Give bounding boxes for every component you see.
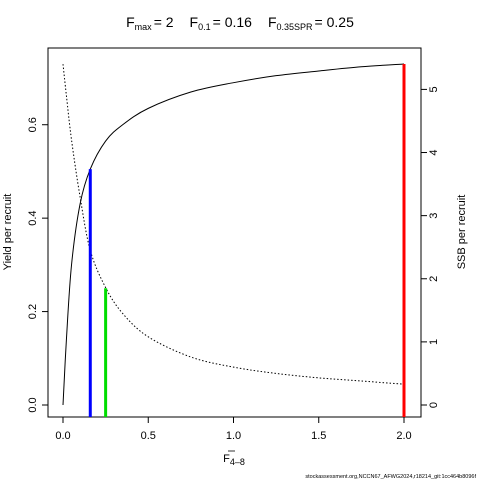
y-left-tick-label: 0.6 [27,117,39,132]
reference-lines [88,64,406,417]
y-left-tick-label: 0.0 [27,397,39,412]
chart-title: Fmax = 2 F0.1 = 0.16 F0.35SPR = 0.25 [126,14,354,32]
y-left-tick-label: 0.4 [27,211,39,226]
x-tick-label: 2.0 [396,430,411,442]
y-axis-right-label: SSB per recruit [456,195,468,270]
y-right-tick-label: 5 [428,86,440,92]
plot-frame [47,47,422,418]
yield-per-recruit-line [62,63,405,406]
series-layer [62,63,405,406]
y-axis-left-label: Yield per recruit [2,194,14,271]
y-right-tick-label: 3 [428,213,440,219]
y-right-tick-label: 2 [428,276,440,282]
x-axis-label: F4–8 [223,453,245,467]
x-tick-label: 0.5 [141,430,156,442]
y-axis-right: 0 1 2 3 4 5 [420,86,440,408]
y-left-tick-label: 0.2 [27,304,39,319]
y-right-tick-label: 0 [428,402,440,408]
x-tick-label: 0.0 [55,430,70,442]
x-tick-label: 1.5 [311,430,326,442]
y-axis-left: 0.0 0.2 0.4 0.6 [27,117,49,413]
y-right-tick-label: 4 [428,149,440,155]
ssb-per-recruit-line [62,64,405,385]
x-tick-label: 1.0 [226,430,241,442]
y-right-tick-label: 1 [428,339,440,345]
footer-source: stockassessment.org,NCCN67_AFWG2024,r182… [305,474,476,480]
x-axis: 0.0 0.5 1.0 1.5 2.0 [55,416,412,442]
